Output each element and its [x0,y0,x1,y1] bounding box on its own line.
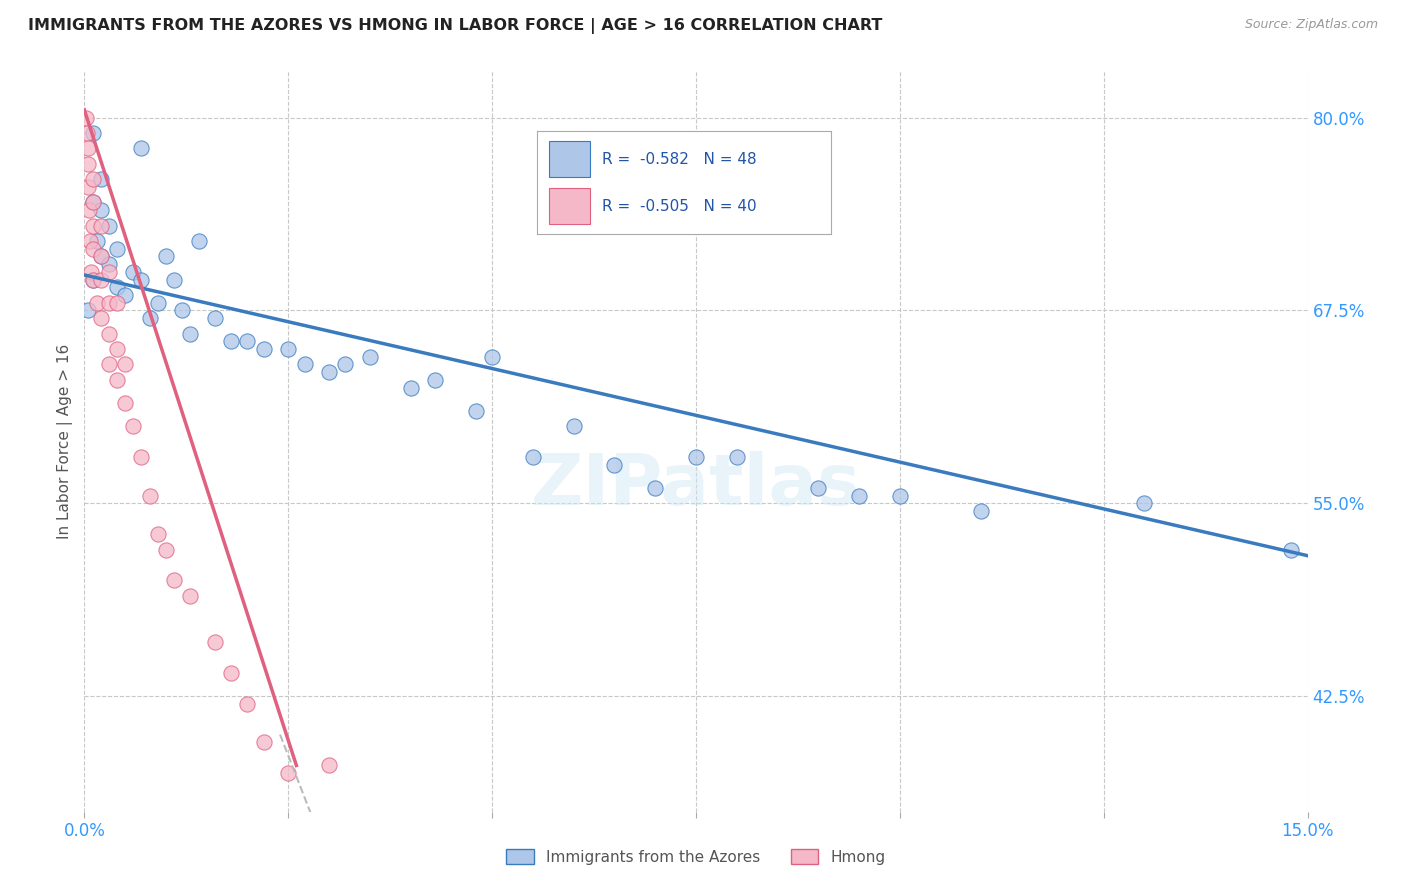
Point [80,265,103,279]
Point [76,126,98,140]
Point [114,358,136,372]
Point [146,295,169,310]
Point [97,265,120,279]
Point [90,219,112,233]
Point [105,280,128,294]
Point [105,242,128,256]
Point [187,234,209,248]
Point [82,195,104,210]
Point [97,295,120,310]
Point [82,272,104,286]
Point [97,257,120,271]
Point [82,242,104,256]
Point [90,272,112,286]
Point [204,311,226,326]
Point [1133,496,1156,510]
Point [277,342,299,356]
Point [86,234,108,248]
Point [79,234,101,248]
Point [90,172,112,186]
Point [138,311,160,326]
Point [90,311,112,326]
Point [277,766,299,780]
Point [105,295,128,310]
Point [399,380,422,394]
Point [97,326,120,341]
Point [76,157,98,171]
Point [603,458,626,472]
Point [114,288,136,302]
Point [848,489,870,503]
Point [138,489,160,503]
Point [970,504,993,518]
Point [82,126,104,140]
Point [82,195,104,210]
Point [522,450,544,464]
Point [90,250,112,264]
Point [725,450,748,464]
Point [90,250,112,264]
Point [253,342,276,356]
Point [204,635,226,649]
Point [464,403,486,417]
Point [97,219,120,233]
Point [86,295,108,310]
Point [481,350,503,364]
Point [82,172,104,186]
Point [172,303,194,318]
Point [90,203,112,218]
Point [889,489,911,503]
Point [82,219,104,233]
Point [423,373,446,387]
Point [77,303,100,318]
Point [685,450,707,464]
Point [562,419,585,434]
Y-axis label: In Labor Force | Age > 16: In Labor Force | Age > 16 [58,344,73,539]
Point [75,111,97,125]
Point [163,272,186,286]
Point [359,350,381,364]
Point [318,758,340,772]
Point [179,326,201,341]
Point [318,365,340,379]
Point [163,574,186,588]
Text: Source: ZipAtlas.com: Source: ZipAtlas.com [1244,18,1378,31]
Point [77,180,100,194]
Point [644,481,666,495]
Point [1279,542,1302,557]
Point [131,141,153,155]
Point [294,358,316,372]
Point [335,358,357,372]
Point [97,358,120,372]
Point [219,334,242,349]
Point [114,396,136,410]
Point [77,141,100,155]
Point [131,272,153,286]
Text: IMMIGRANTS FROM THE AZORES VS HMONG IN LABOR FORCE | AGE > 16 CORRELATION CHART: IMMIGRANTS FROM THE AZORES VS HMONG IN L… [28,18,883,34]
Point [105,373,128,387]
Text: ZIPatlas: ZIPatlas [531,451,860,520]
Point [253,735,276,749]
Point [82,272,104,286]
Point [155,542,177,557]
Point [179,589,201,603]
Point [155,250,177,264]
Point [122,419,145,434]
Point [236,697,259,711]
Point [77,203,100,218]
Point [122,265,145,279]
Point [807,481,830,495]
Point [146,527,169,541]
Legend: Immigrants from the Azores, Hmong: Immigrants from the Azores, Hmong [501,843,891,871]
Point [236,334,259,349]
Point [219,665,242,680]
Point [131,450,153,464]
Point [105,342,128,356]
